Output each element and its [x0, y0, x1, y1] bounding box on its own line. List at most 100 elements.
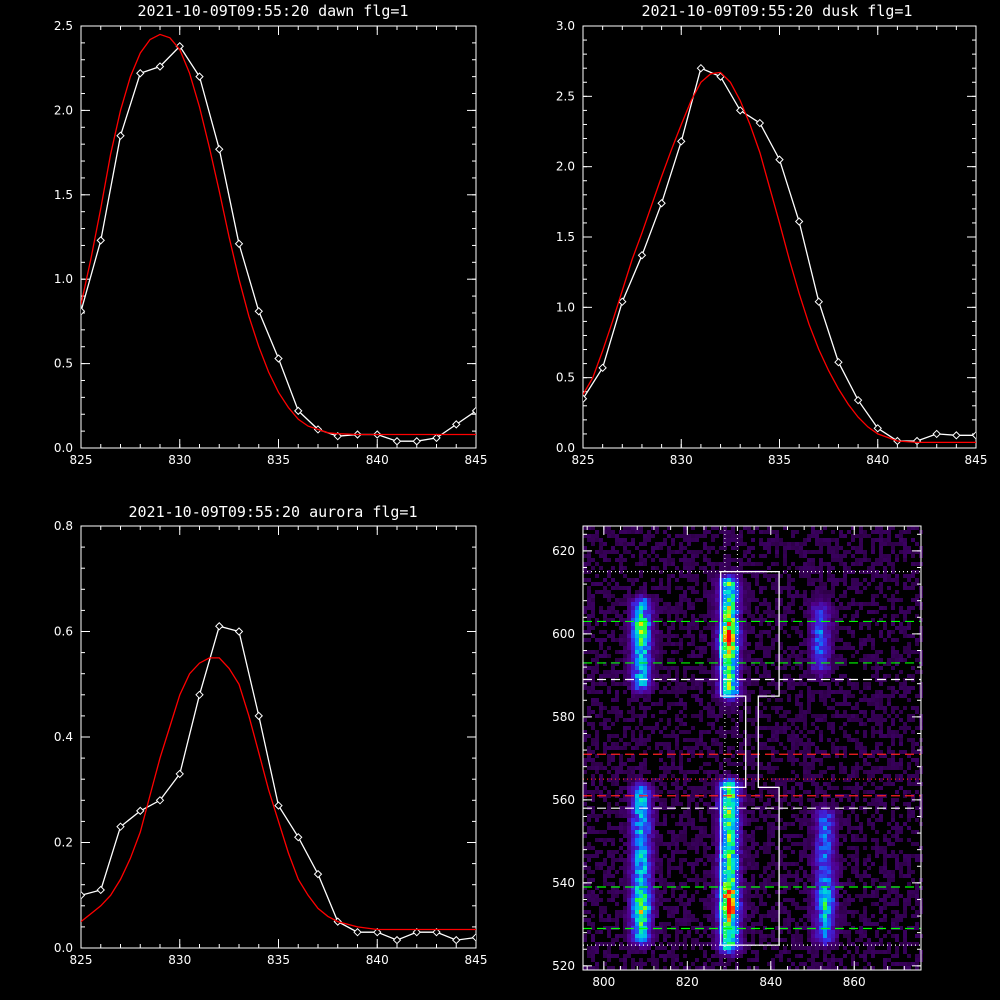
image-pixel [787, 750, 791, 754]
image-pixel [731, 774, 735, 778]
image-pixel [591, 698, 595, 702]
image-pixel [683, 546, 687, 550]
image-pixel [787, 778, 791, 782]
image-pixel [751, 854, 755, 858]
image-pixel [843, 698, 847, 702]
image-pixel [695, 694, 699, 698]
image-pixel [827, 830, 831, 834]
image-pixel [795, 698, 799, 702]
image-pixel [811, 698, 815, 702]
image-pixel [843, 890, 847, 894]
image-pixel [807, 686, 811, 690]
image-pixel [783, 846, 787, 850]
image-pixel [915, 526, 919, 530]
dawn-observed-point [81, 307, 86, 316]
dawn-y-tick-label: 0.5 [54, 357, 73, 371]
image-pixel [819, 582, 823, 586]
image-pixel [871, 642, 875, 646]
image-pixel [711, 814, 715, 818]
image-pixel [655, 810, 659, 814]
image-pixel [631, 622, 635, 626]
image-pixel [739, 626, 743, 630]
image-pixel [731, 574, 735, 578]
image-pixel [587, 534, 591, 538]
image-pixel [803, 750, 807, 754]
image-pixel [791, 618, 795, 622]
image-pixel [643, 842, 647, 846]
image-pixel [807, 762, 811, 766]
image-pixel [887, 854, 891, 858]
image-pixel [867, 654, 871, 658]
image-pixel [815, 566, 819, 570]
image-pixel [607, 778, 611, 782]
image-pixel [643, 830, 647, 834]
image-pixel [831, 662, 835, 666]
image-pixel [803, 542, 807, 546]
image-pixel [839, 714, 843, 718]
image-pixel [867, 770, 871, 774]
image-pixel [639, 610, 643, 614]
image-pixel [879, 538, 883, 542]
image-pixel [711, 878, 715, 882]
image-pixel [811, 798, 815, 802]
image-pixel [803, 778, 807, 782]
image-pixel [879, 634, 883, 638]
image-pixel [667, 658, 671, 662]
image-pixel [631, 846, 635, 850]
image-pixel [767, 622, 771, 626]
image-pixel [623, 770, 627, 774]
image-pixel [647, 594, 651, 598]
image-pixel [803, 810, 807, 814]
image-pixel [783, 554, 787, 558]
image-pixel [755, 734, 759, 738]
image-pixel [819, 662, 823, 666]
image-pixel [747, 754, 751, 758]
image-pixel [743, 818, 747, 822]
image-pixel [707, 702, 711, 706]
image-pixel [767, 826, 771, 830]
image-pixel [887, 630, 891, 634]
image-pixel [855, 686, 859, 690]
image-pixel [803, 718, 807, 722]
image-pixel [623, 798, 627, 802]
image-pixel [823, 890, 827, 894]
image-pixel [655, 546, 659, 550]
image-pixel [663, 782, 667, 786]
image-pixel [631, 718, 635, 722]
image-pixel [803, 722, 807, 726]
image-pixel [711, 778, 715, 782]
image-pixel [679, 766, 683, 770]
image-pixel [835, 598, 839, 602]
image-pixel [695, 826, 699, 830]
image-pixel [775, 542, 779, 546]
image-pixel [727, 590, 731, 594]
image-pixel [675, 714, 679, 718]
image-pixel [895, 734, 899, 738]
image-pixel [743, 886, 747, 890]
image-pixel [779, 690, 783, 694]
image-pixel [867, 822, 871, 826]
image-pixel [759, 674, 763, 678]
image-pixel [731, 538, 735, 542]
image-pixel [799, 594, 803, 598]
image-pixel [743, 542, 747, 546]
image-pixel [723, 690, 727, 694]
image-pixel [611, 886, 615, 890]
image-pixel [727, 614, 731, 618]
dawn-y-tick-label: 1.5 [54, 188, 73, 202]
image-pixel [627, 726, 631, 730]
image-pixel [667, 842, 671, 846]
image-pixel [635, 774, 639, 778]
image-pixel [679, 546, 683, 550]
image-pixel [915, 774, 919, 778]
image-pixel [623, 730, 627, 734]
image-pixel [767, 878, 771, 882]
image-pixel [683, 566, 687, 570]
image-pixel [895, 714, 899, 718]
image-pixel [715, 846, 719, 850]
image-pixel [635, 590, 639, 594]
image-pixel [639, 774, 643, 778]
image-pixel [711, 710, 715, 714]
image-pixel [723, 594, 727, 598]
image-pixel [747, 654, 751, 658]
